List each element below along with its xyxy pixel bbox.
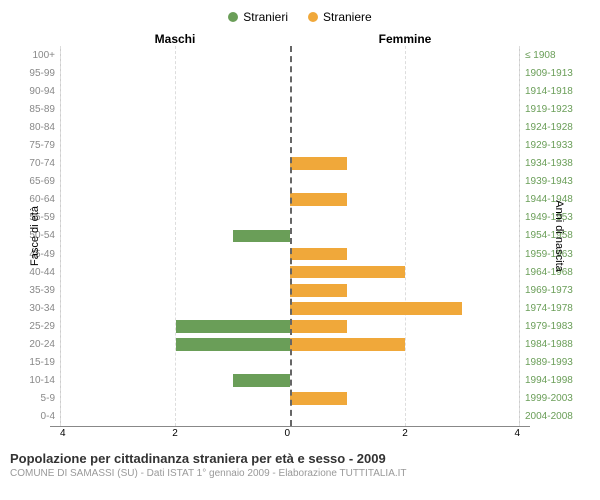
age-label: 30-34 <box>10 303 55 314</box>
x-axis: 420 024 <box>10 428 590 439</box>
bar-female <box>290 392 347 405</box>
x-tick: 4 <box>60 428 66 439</box>
bar-female <box>290 338 405 351</box>
x-ticks-left: 420 <box>60 428 290 439</box>
year-label: 1919-1923 <box>525 104 590 115</box>
year-label: 1914-1918 <box>525 86 590 97</box>
age-label: 60-64 <box>10 194 55 205</box>
year-label: 1924-1928 <box>525 122 590 133</box>
year-label: 1934-1938 <box>525 158 590 169</box>
bar-female <box>290 284 347 297</box>
legend-item-female: Straniere <box>308 10 372 24</box>
year-label: 1989-1993 <box>525 357 590 368</box>
legend: Stranieri Straniere <box>10 10 590 24</box>
header-female: Femmine <box>290 32 590 46</box>
age-label: 65-69 <box>10 176 55 187</box>
year-label: 1999-2003 <box>525 393 590 404</box>
age-label: 80-84 <box>10 122 55 133</box>
center-line <box>290 46 292 426</box>
x-tick: 2 <box>402 428 408 439</box>
y-axis-label-left: Fasce di età <box>29 206 41 266</box>
chart-title: Popolazione per cittadinanza straniera p… <box>10 451 590 466</box>
year-label: 1994-1998 <box>525 375 590 386</box>
bar-male <box>233 374 290 387</box>
age-label: 0-4 <box>10 411 55 422</box>
age-label: 20-24 <box>10 339 55 350</box>
header-male: Maschi <box>10 32 290 46</box>
age-label: 100+ <box>10 50 55 61</box>
year-label: 1979-1983 <box>525 321 590 332</box>
age-label: 75-79 <box>10 140 55 151</box>
legend-label-male: Stranieri <box>243 10 288 24</box>
age-label: 35-39 <box>10 285 55 296</box>
bars-area <box>60 46 520 426</box>
bar-female <box>290 193 347 206</box>
legend-marker-female <box>308 12 318 22</box>
age-label: 25-29 <box>10 321 55 332</box>
age-label: 90-94 <box>10 86 55 97</box>
year-label: 1929-1933 <box>525 140 590 151</box>
bar-female <box>290 266 405 279</box>
bar-female <box>290 302 462 315</box>
age-label: 40-44 <box>10 267 55 278</box>
bars-male <box>60 46 290 426</box>
age-label: 70-74 <box>10 158 55 169</box>
column-headers: Maschi Femmine <box>10 32 590 46</box>
age-label: 95-99 <box>10 68 55 79</box>
y-axis-label-right: Anni di nascita <box>553 200 565 272</box>
x-ticks-right: 024 <box>290 428 520 439</box>
year-label: 1909-1913 <box>525 68 590 79</box>
age-label: 15-19 <box>10 357 55 368</box>
bar-male <box>233 230 290 243</box>
year-label: 1974-1978 <box>525 303 590 314</box>
bar-female <box>290 248 347 261</box>
x-axis-line <box>50 426 530 427</box>
bars-female <box>290 46 520 426</box>
year-label: 2004-2008 <box>525 411 590 422</box>
plot-area: Fasce di età Anni di nascita 100+ 95-99 90… <box>10 46 590 426</box>
year-label: 1984-1988 <box>525 339 590 350</box>
legend-marker-male <box>228 12 238 22</box>
year-label: 1969-1973 <box>525 285 590 296</box>
legend-item-male: Stranieri <box>228 10 288 24</box>
year-label: 1939-1943 <box>525 176 590 187</box>
chart-subtitle: COMUNE DI SAMASSI (SU) - Dati ISTAT 1° g… <box>10 468 590 479</box>
bar-male <box>176 338 291 351</box>
bar-female <box>290 320 347 333</box>
legend-label-female: Straniere <box>323 10 372 24</box>
bar-male <box>176 320 291 333</box>
x-tick: 2 <box>172 428 178 439</box>
chart-container: Stranieri Straniere Maschi Femmine Fasce… <box>0 0 600 500</box>
bar-female <box>290 157 347 170</box>
age-label: 85-89 <box>10 104 55 115</box>
age-label: 5-9 <box>10 393 55 404</box>
age-label: 10-14 <box>10 375 55 386</box>
year-label: ≤ 1908 <box>525 50 590 61</box>
